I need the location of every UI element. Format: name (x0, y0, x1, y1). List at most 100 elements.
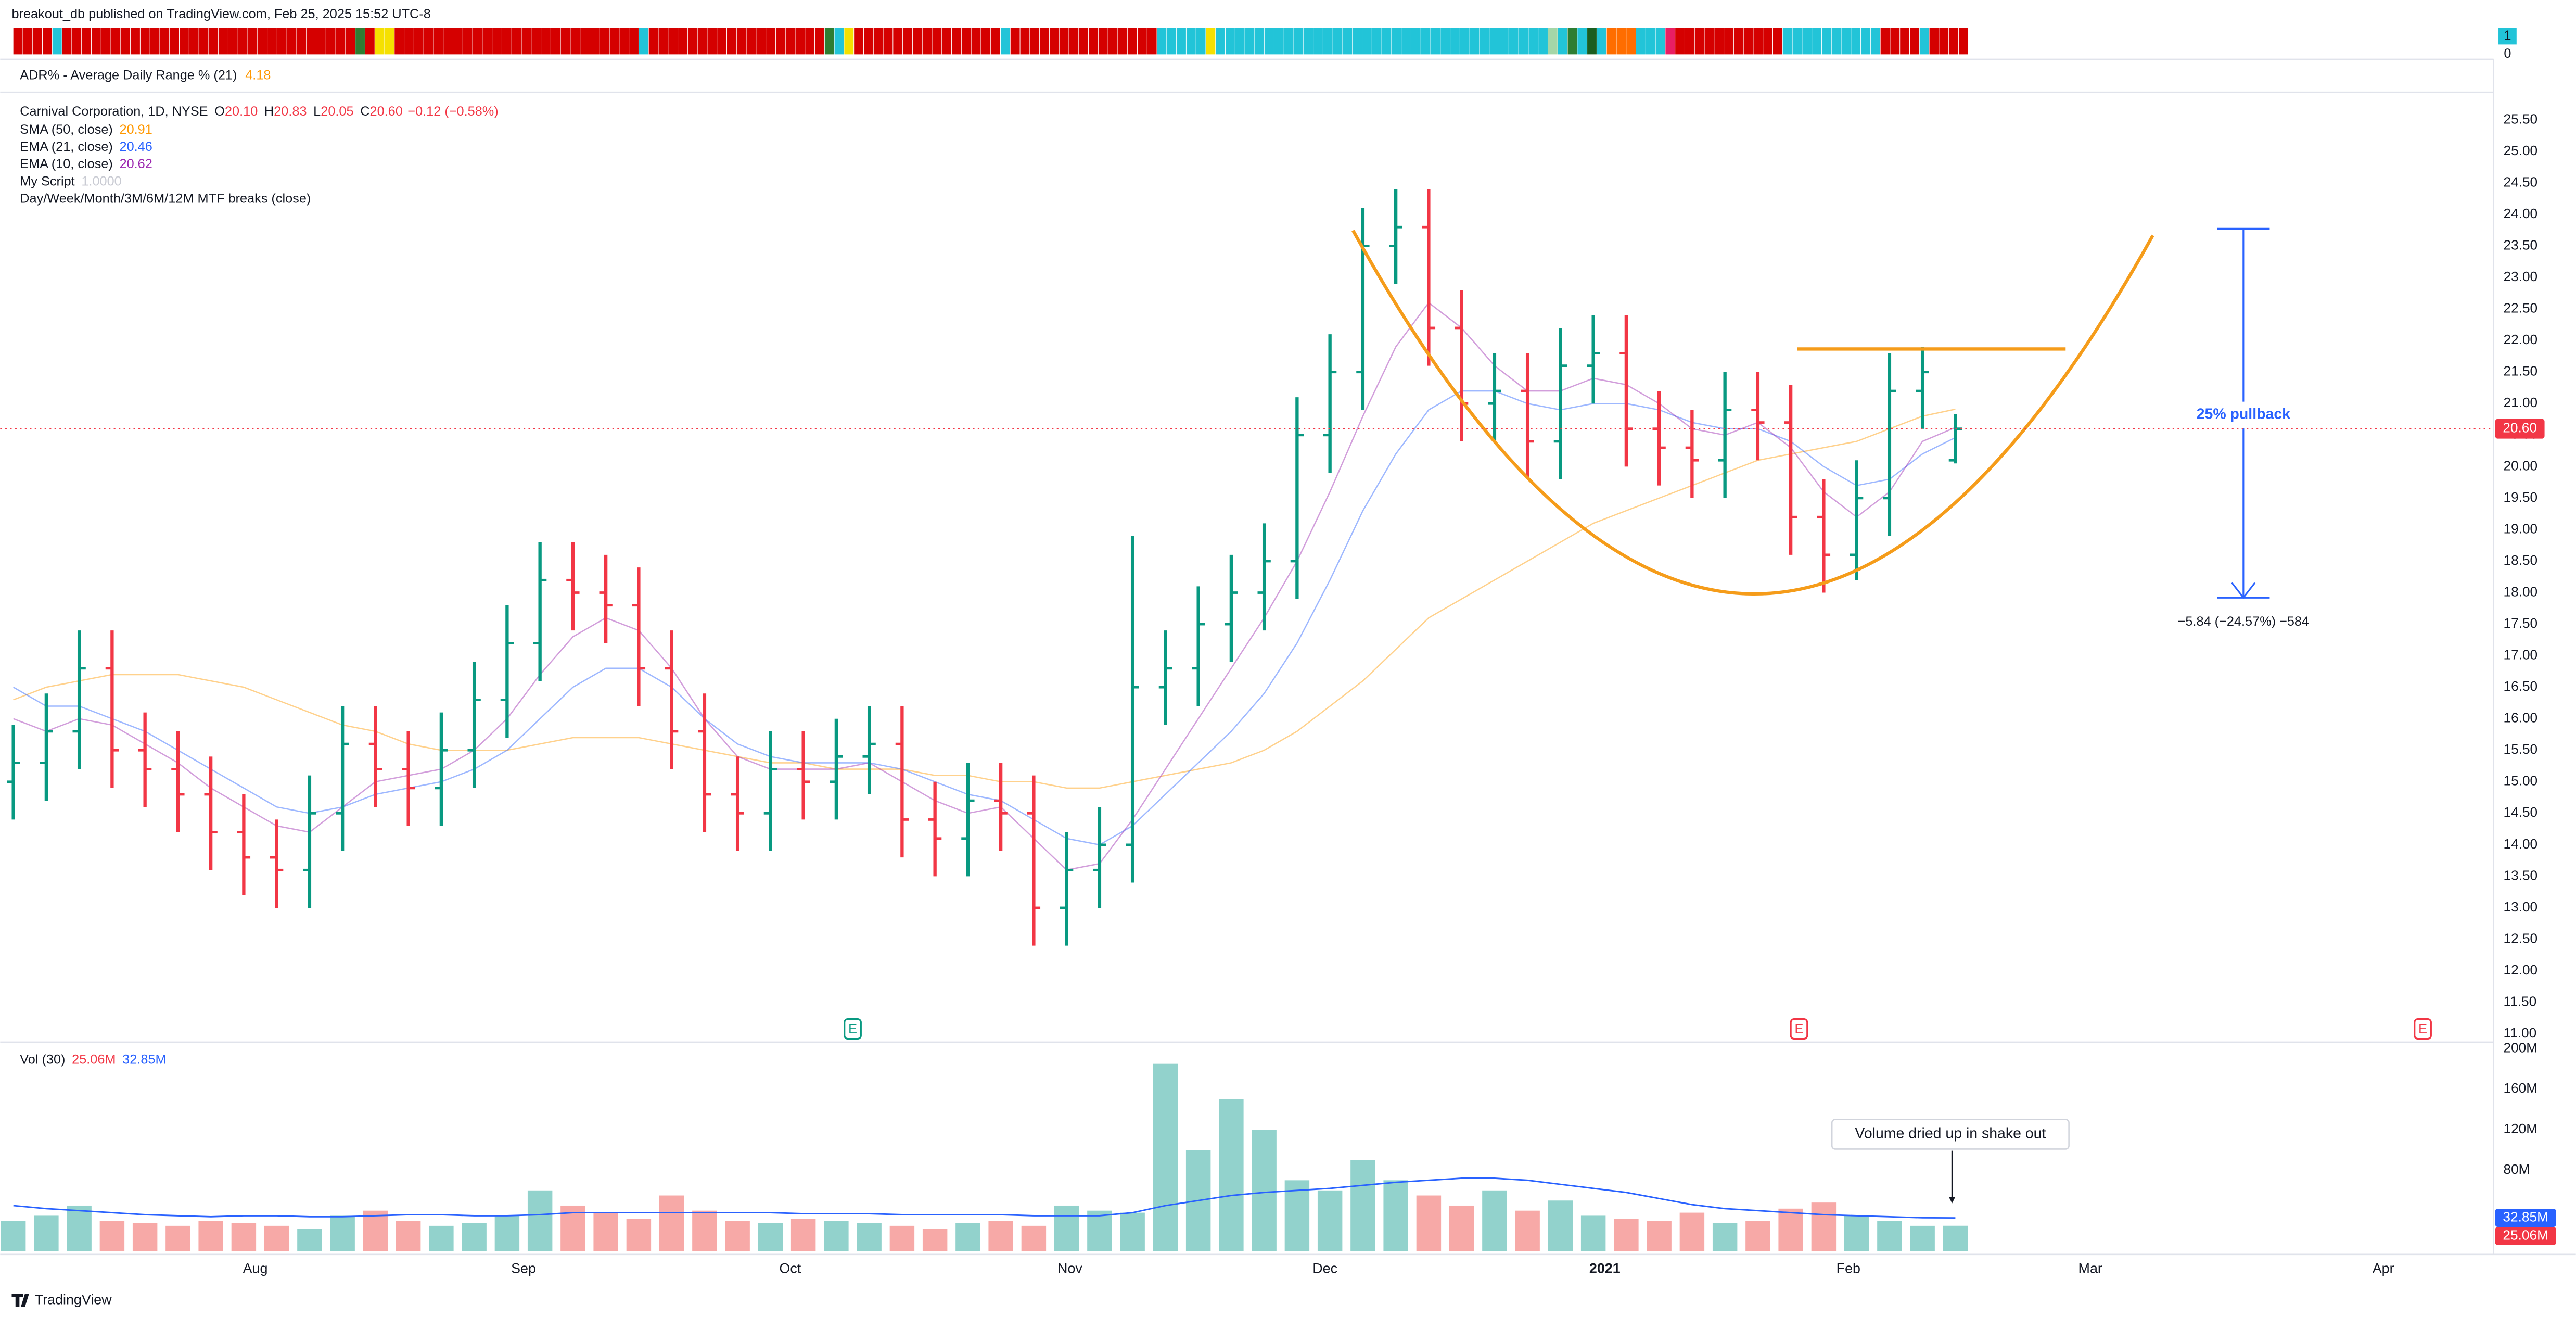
overlays (13, 301, 1956, 871)
ribbon-cell (1245, 28, 1255, 55)
ribbon-cell (1255, 28, 1265, 55)
ribbon-cell (541, 28, 551, 55)
ribbon-cell (121, 28, 131, 55)
ribbon-cell (912, 28, 922, 55)
ribbon-cell (1196, 28, 1206, 55)
ribbon-cell (903, 28, 912, 55)
ribbon-cell (1480, 28, 1489, 55)
ribbon-cell (883, 28, 893, 55)
ribbon-cell (1265, 28, 1274, 55)
ribbon-cell (580, 28, 590, 55)
volume-bar (857, 1223, 882, 1251)
volume-bar (297, 1229, 322, 1251)
volume-tick-label: 200M (2504, 1040, 2538, 1055)
ribbon-scale-top: 1 (2504, 28, 2511, 43)
ribbon-cell (346, 28, 355, 55)
y-tick-label: 25.50 (2504, 111, 2538, 126)
ribbon-cell (365, 28, 375, 55)
volume-bar (1317, 1190, 1343, 1251)
ribbon-cell (600, 28, 609, 55)
ohlc-value: 20.60 (370, 104, 403, 119)
volume-bar (922, 1229, 948, 1251)
ribbon-cell (922, 28, 932, 55)
ribbon-cell (551, 28, 560, 55)
ribbon-cell (199, 28, 209, 55)
volume-bar (1252, 1130, 1277, 1251)
y-tick-label: 18.50 (2504, 552, 2538, 568)
tv-logo (11, 1294, 29, 1308)
volume-bar (67, 1205, 92, 1251)
ribbon-cell (1216, 28, 1226, 55)
ribbon-cell (1118, 28, 1128, 55)
pullback-label: 25% pullback (2197, 406, 2290, 422)
ribbon-cell (1509, 28, 1519, 55)
ribbon-cell (258, 28, 267, 55)
ribbon-cell (150, 28, 160, 55)
y-tick-label: 16.50 (2504, 678, 2538, 694)
ribbon-cell (1949, 28, 1958, 55)
ribbon-cell (1861, 28, 1870, 55)
volume-bar (725, 1221, 750, 1251)
overlay-legend: SMA (50, close) 20.91 (20, 122, 152, 137)
last-price-box (2495, 419, 2545, 439)
ribbon-cell (560, 28, 570, 55)
ribbon-cell (101, 28, 111, 55)
ribbon-cell (1010, 28, 1020, 55)
ribbon-cell (1929, 28, 1939, 55)
ribbon-cell (1157, 28, 1167, 55)
ribbon-cell (1880, 28, 1890, 55)
ribbon-cell (785, 28, 795, 55)
price-bars (6, 189, 1962, 946)
ribbon-cell (1206, 28, 1216, 55)
volume-bar (1219, 1099, 1244, 1251)
earnings-marker (2414, 1018, 2432, 1040)
volume-bar (1614, 1219, 1639, 1251)
ribbon-cell (1743, 28, 1753, 55)
ribbon-cell (805, 28, 815, 55)
ribbon-cell (824, 28, 834, 55)
ribbon-cell (1098, 28, 1108, 55)
adr-legend: ADR% - Average Daily Range % (21) 4.18 (20, 68, 271, 82)
ribbon-cell (1108, 28, 1118, 55)
volume-pane (1, 1063, 1968, 1251)
ohlc-value: 20.05 (321, 104, 353, 119)
ribbon-cell (502, 28, 512, 55)
ribbon-cell (815, 28, 824, 55)
x-tick-label: Feb (1837, 1260, 1860, 1276)
earnings-label: E (2418, 1022, 2427, 1036)
ribbon-cell (160, 28, 170, 55)
volume-bar (462, 1223, 487, 1251)
volume-bar (1910, 1225, 1935, 1251)
volume-bar (758, 1223, 783, 1251)
ribbon-cell (639, 28, 648, 55)
ribbon-cell (33, 28, 43, 55)
ribbon-cell (424, 28, 433, 55)
volume-bar (1087, 1210, 1112, 1251)
volume-bar (1712, 1223, 1738, 1251)
adr-value: 4.18 (245, 68, 271, 82)
overlay-value: 20.62 (120, 157, 152, 171)
ribbon-cell (1528, 28, 1538, 55)
indicator-legend: My Script 1.0000 (20, 174, 121, 188)
ribbon-cell (1470, 28, 1480, 55)
volume-bar (1416, 1195, 1442, 1251)
overlay-line (13, 301, 1956, 871)
ribbon-cell (531, 28, 541, 55)
drawings: 25% pullback −5.84 (−24.57%) −584 Volume… (1351, 227, 2309, 1204)
x-tick-label: 2021 (1589, 1260, 1621, 1276)
ribbon-scale-bottom: 0 (2504, 46, 2511, 61)
volume-legend: Vol (30) 25.06M 32.85M (20, 1052, 166, 1067)
y-tick-label: 23.00 (2504, 269, 2538, 284)
earnings-marker (844, 1018, 862, 1040)
y-tick-label: 18.00 (2504, 584, 2538, 599)
ribbon-cell (1147, 28, 1157, 55)
volume-last-box (2495, 1227, 2556, 1245)
ribbon-cell (140, 28, 150, 55)
ribbon-cell (1030, 28, 1040, 55)
x-tick-label: Mar (2078, 1260, 2102, 1276)
ribbon-cell (1812, 28, 1821, 55)
ribbon-cell (658, 28, 668, 55)
